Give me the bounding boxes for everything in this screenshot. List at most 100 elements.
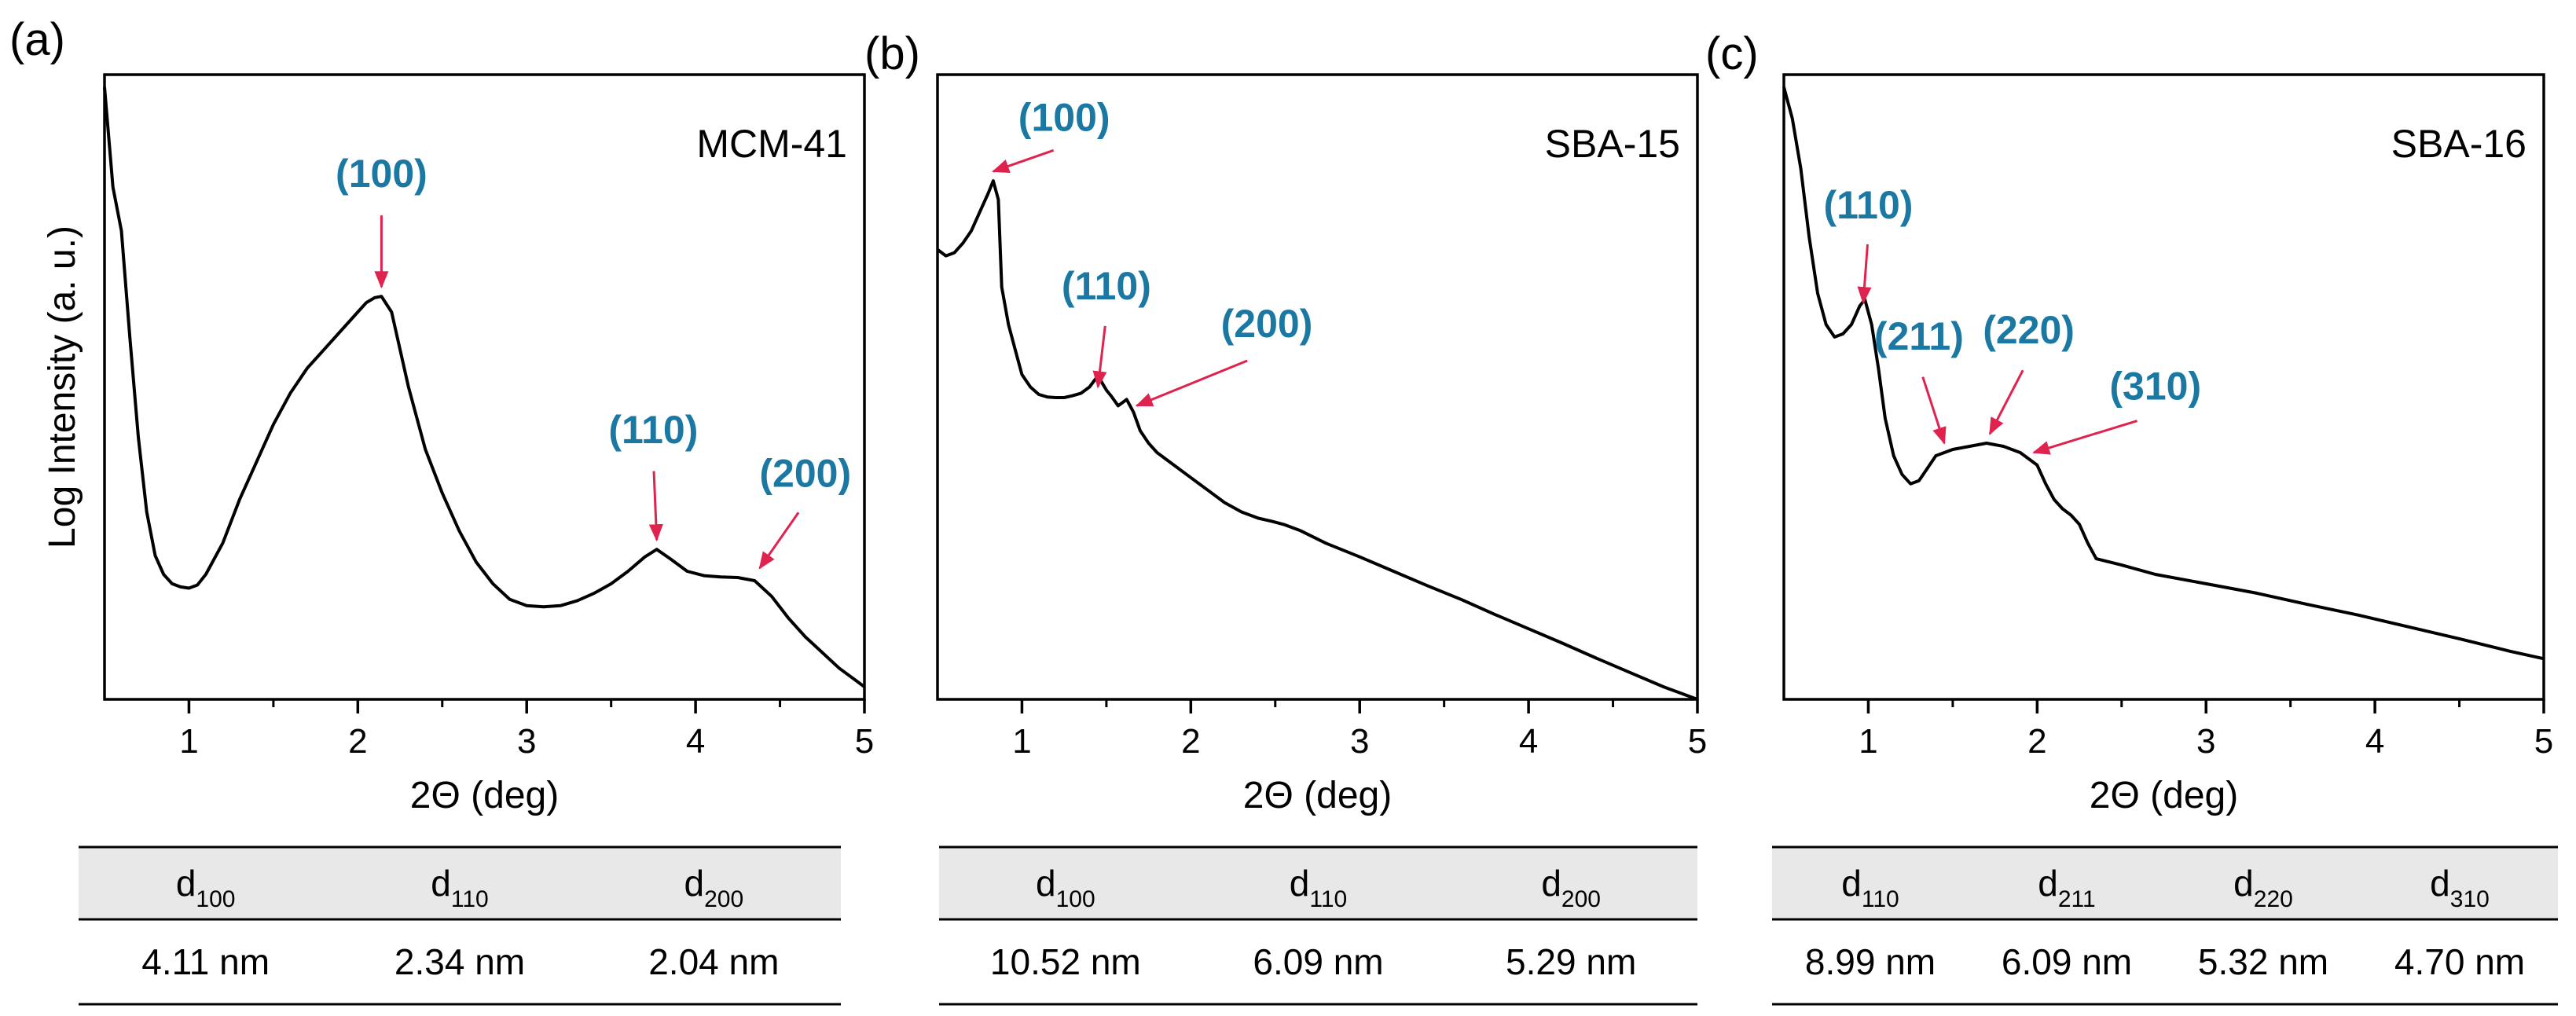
header-symbol: d bbox=[2038, 863, 2058, 904]
table-header-cell: d200 bbox=[1541, 863, 1601, 912]
x-axis-label: 2Θ (deg) bbox=[410, 775, 559, 816]
header-symbol: d bbox=[2233, 863, 2254, 904]
table-header-cell: d200 bbox=[684, 863, 744, 912]
header-symbol: d bbox=[2430, 863, 2450, 904]
x-tick-label: 2 bbox=[348, 722, 367, 761]
table-header-cell: d110 bbox=[1841, 863, 1899, 912]
panel-a: (a) 1 2 3 4 5 2Θ (deg) Log Intensity (a. u.) MCM… bbox=[9, 14, 874, 1006]
table-value-cell: 4.11 nm bbox=[141, 941, 270, 982]
peak-label: (200) bbox=[759, 452, 851, 496]
table-header-cell: d310 bbox=[2430, 863, 2490, 912]
peak-arrow bbox=[1135, 359, 1248, 407]
table-header-bg bbox=[79, 847, 841, 919]
x-tick-label: 4 bbox=[2365, 722, 2384, 761]
header-subscript: 211 bbox=[2058, 886, 2096, 912]
panel-letter: (b) bbox=[864, 28, 920, 79]
panel-letter: (c) bbox=[1705, 28, 1759, 79]
peak-label: (100) bbox=[336, 152, 427, 196]
x-tick-label: 2 bbox=[1181, 722, 1200, 761]
x-tick-label: 4 bbox=[686, 722, 705, 761]
plot-frame bbox=[1782, 73, 2545, 701]
table-value-cell: 5.32 nm bbox=[2198, 941, 2328, 982]
sample-label: SBA-15 bbox=[1545, 122, 1680, 166]
header-symbol: d bbox=[1290, 863, 1310, 904]
header-subscript: 110 bbox=[1862, 886, 1899, 912]
header-subscript: 200 bbox=[704, 886, 743, 912]
peak-label: (211) bbox=[1874, 314, 1964, 358]
panel-c: (c) 1 2 3 4 5 2Θ (deg) SBA-16 (110) (211) (220) (31… bbox=[1705, 28, 2558, 1006]
table-value-cell: 2.04 nm bbox=[648, 941, 779, 982]
table-value-cell: 4.70 nm bbox=[2394, 941, 2525, 982]
header-symbol: d bbox=[1036, 863, 1056, 904]
header-subscript: 100 bbox=[196, 886, 235, 912]
y-axis-label: Log Intensity (a. u.) bbox=[42, 226, 83, 548]
panel-b: (b)1 2 3 4 52Θ (deg)SBA-15(100)(110)(200)d10… bbox=[864, 28, 1707, 1006]
header-subscript: 110 bbox=[451, 886, 489, 912]
peak-arrow bbox=[2032, 420, 2137, 455]
header-symbol: d bbox=[1841, 863, 1862, 904]
peak-arrow bbox=[992, 149, 1055, 174]
x-tick-label: 3 bbox=[517, 722, 536, 761]
header-subscript: 310 bbox=[2450, 886, 2490, 912]
plot-frame bbox=[936, 73, 1699, 701]
x-axis-label: 2Θ (deg) bbox=[2090, 775, 2238, 816]
x-tick-label: 5 bbox=[855, 722, 874, 761]
peak-arrow bbox=[648, 471, 663, 542]
table-value-cell: 8.99 nm bbox=[1805, 941, 1936, 982]
sample-label: SBA-16 bbox=[2391, 122, 2526, 166]
peak-arrow bbox=[758, 512, 800, 570]
xrd-curve-sba-16 bbox=[1782, 86, 2545, 661]
xrd-curve-mcm-41 bbox=[103, 86, 866, 688]
peak-label: (200) bbox=[1221, 302, 1313, 346]
plot-frame bbox=[103, 73, 866, 701]
peak-arrow bbox=[1921, 376, 1947, 445]
header-subscript: 110 bbox=[1309, 886, 1347, 912]
table-header-bg bbox=[1772, 847, 2558, 919]
peak-label: (110) bbox=[1823, 183, 1913, 227]
table-value-cell: 2.34 nm bbox=[394, 941, 525, 982]
table-header-cell: d110 bbox=[1290, 863, 1347, 912]
table-value-cell: 6.09 nm bbox=[2002, 941, 2132, 982]
x-tick-label: 5 bbox=[1688, 722, 1707, 761]
table-header-bg bbox=[939, 847, 1697, 919]
header-subscript: 200 bbox=[1561, 886, 1601, 912]
peak-label: (110) bbox=[1062, 264, 1151, 308]
x-tick-label: 3 bbox=[2196, 722, 2215, 761]
header-subscript: 220 bbox=[2254, 886, 2293, 912]
table-header-cell: d220 bbox=[2233, 863, 2293, 912]
x-tick-label: 1 bbox=[1859, 722, 1877, 761]
header-symbol: d bbox=[176, 863, 196, 904]
x-tick-label: 4 bbox=[1519, 722, 1538, 761]
panel-letter: (a) bbox=[9, 14, 65, 65]
sample-label: MCM-41 bbox=[696, 122, 847, 166]
header-symbol: d bbox=[1541, 863, 1561, 904]
table-header-cell: d100 bbox=[176, 863, 236, 912]
peak-arrow bbox=[1092, 325, 1107, 389]
header-symbol: d bbox=[431, 863, 451, 904]
header-subscript: 100 bbox=[1056, 886, 1095, 912]
x-tick-label: 2 bbox=[2027, 722, 2046, 761]
x-tick-label: 5 bbox=[2534, 722, 2553, 761]
table-value-cell: 6.09 nm bbox=[1253, 941, 1383, 982]
peak-label: (220) bbox=[1983, 308, 2075, 352]
x-tick-label: 3 bbox=[1350, 722, 1369, 761]
xrd-curve-sba-15 bbox=[936, 179, 1698, 701]
peak-label: (100) bbox=[1018, 96, 1110, 140]
table-header-cell: d211 bbox=[2038, 863, 2095, 912]
header-symbol: d bbox=[684, 863, 705, 904]
peak-arrow bbox=[1988, 369, 2024, 435]
peak-label: (110) bbox=[608, 408, 698, 452]
peak-label: (310) bbox=[2109, 364, 2201, 408]
x-tick-label: 1 bbox=[179, 722, 198, 761]
peak-arrow bbox=[1857, 244, 1872, 305]
table-header-cell: d100 bbox=[1036, 863, 1095, 912]
table-value-cell: 5.29 nm bbox=[1506, 941, 1636, 982]
table-header-cell: d110 bbox=[431, 863, 488, 912]
x-tick-label: 1 bbox=[1012, 722, 1031, 761]
x-axis-label: 2Θ (deg) bbox=[1243, 775, 1392, 816]
table-value-cell: 10.52 nm bbox=[990, 941, 1141, 982]
